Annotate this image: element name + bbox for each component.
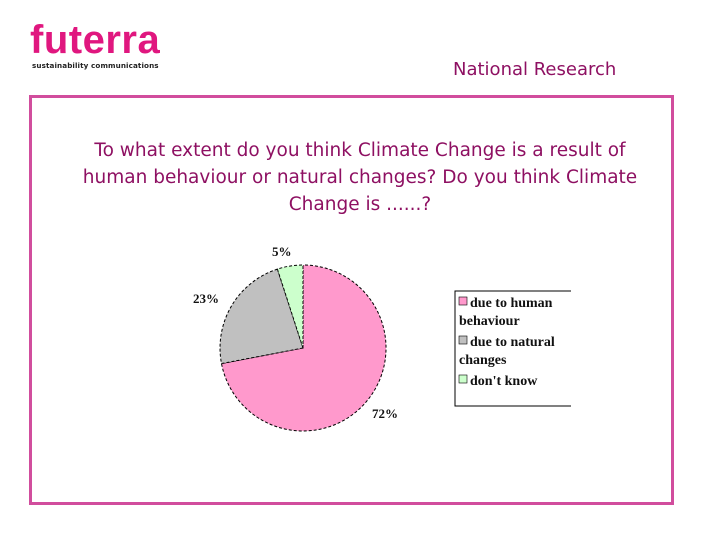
logo-tagline: sustainability communications: [32, 61, 159, 70]
logo-wordmark: futerra: [30, 18, 161, 62]
slice-natural-changes: [219, 268, 304, 365]
legend-human-line1: due to human: [470, 296, 553, 311]
legend-swatch-dont-know: [458, 374, 468, 384]
slice-dont-know: [276, 264, 304, 349]
legend-dont-know: don't know: [470, 374, 538, 389]
question-line-1: To what extent do you think Climate Chan…: [94, 140, 626, 161]
survey-question: To what extent do you think Climate Chan…: [40, 137, 680, 218]
legend-human-line2: behaviour: [459, 314, 520, 329]
label-human-pct: 72%: [372, 406, 398, 421]
label-natural-pct: 23%: [193, 291, 219, 306]
chart-legend: due to human behaviour due to natural ch…: [454, 290, 571, 407]
label-dont-know-pct: 5%: [272, 244, 292, 259]
section-title: National Research: [453, 59, 617, 80]
legend-natural-line2: changes: [459, 353, 507, 368]
question-line-3: Change is ......?: [288, 194, 432, 215]
slice-human-behaviour: [220, 264, 387, 432]
legend-swatch-natural: [458, 335, 468, 345]
legend-swatch-human: [458, 296, 468, 306]
futerra-logo: futerra sustainability communications: [30, 18, 170, 74]
legend-natural-line1: due to natural: [470, 335, 555, 350]
question-line-2: human behaviour or natural changes? Do y…: [82, 167, 638, 188]
content-frame: [29, 95, 674, 505]
